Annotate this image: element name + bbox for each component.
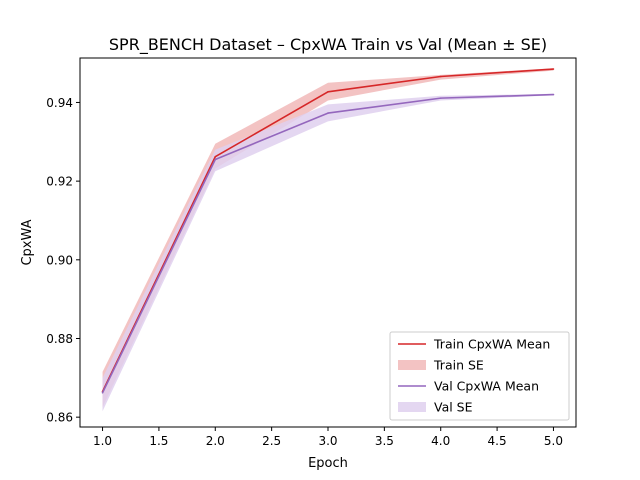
data-point-0-1 (214, 155, 217, 158)
y-tick-label: 0.86 (46, 411, 73, 425)
legend-label: Val SE (434, 400, 473, 415)
y-axis-label: CpxWA (20, 219, 35, 265)
x-tick-label: 2.5 (262, 434, 281, 448)
y-tick-label: 0.92 (46, 175, 73, 189)
data-point-0-2 (327, 91, 329, 93)
legend-box (389, 331, 570, 421)
data-point-1-2 (327, 112, 329, 114)
y-tick-label: 0.90 (46, 253, 73, 267)
x-tick-label: 2.0 (206, 434, 225, 448)
legend-label: Train SE (433, 358, 484, 373)
chart-title: SPR_BENCH Dataset – CpxWA Train vs Val (… (109, 35, 547, 55)
x-tick-label: 1.5 (149, 434, 168, 448)
x-tick-label: 3.0 (318, 434, 337, 448)
y-axis-ticks: 0.86 0.88 0.90 0.92 0.94 (46, 96, 80, 425)
x-tick-label: 3.5 (375, 434, 394, 448)
x-axis-ticks: 1.0 1.5 2.0 2.5 3.0 3.5 4.0 4.5 5.0 (93, 427, 563, 448)
data-point-1-4 (552, 93, 555, 96)
data-point-1-0 (101, 391, 104, 394)
se-bands (102, 68, 554, 412)
legend: Train CpxWA Mean Train SE Val CpxWA Mean Va… (389, 331, 570, 421)
y-tick-label: 0.88 (46, 332, 73, 346)
legend-label: Train CpxWA Mean (433, 337, 550, 352)
data-point-0-3 (439, 75, 442, 78)
legend-band-swatch (398, 360, 426, 370)
x-tick-label: 4.5 (488, 434, 507, 448)
x-tick-label: 4.0 (431, 434, 450, 448)
legend-band-swatch (398, 402, 426, 412)
x-axis-label: Epoch (308, 456, 348, 471)
data-point-0-4 (552, 68, 555, 70)
mean-lines (101, 68, 555, 394)
x-tick-label: 5.0 (544, 434, 563, 448)
x-tick-label: 1.0 (93, 434, 112, 448)
data-point-1-3 (439, 97, 442, 99)
y-tick-label: 0.94 (46, 96, 73, 110)
legend-label: Val CpxWA Mean (434, 379, 539, 394)
data-point-1-1 (214, 158, 217, 161)
